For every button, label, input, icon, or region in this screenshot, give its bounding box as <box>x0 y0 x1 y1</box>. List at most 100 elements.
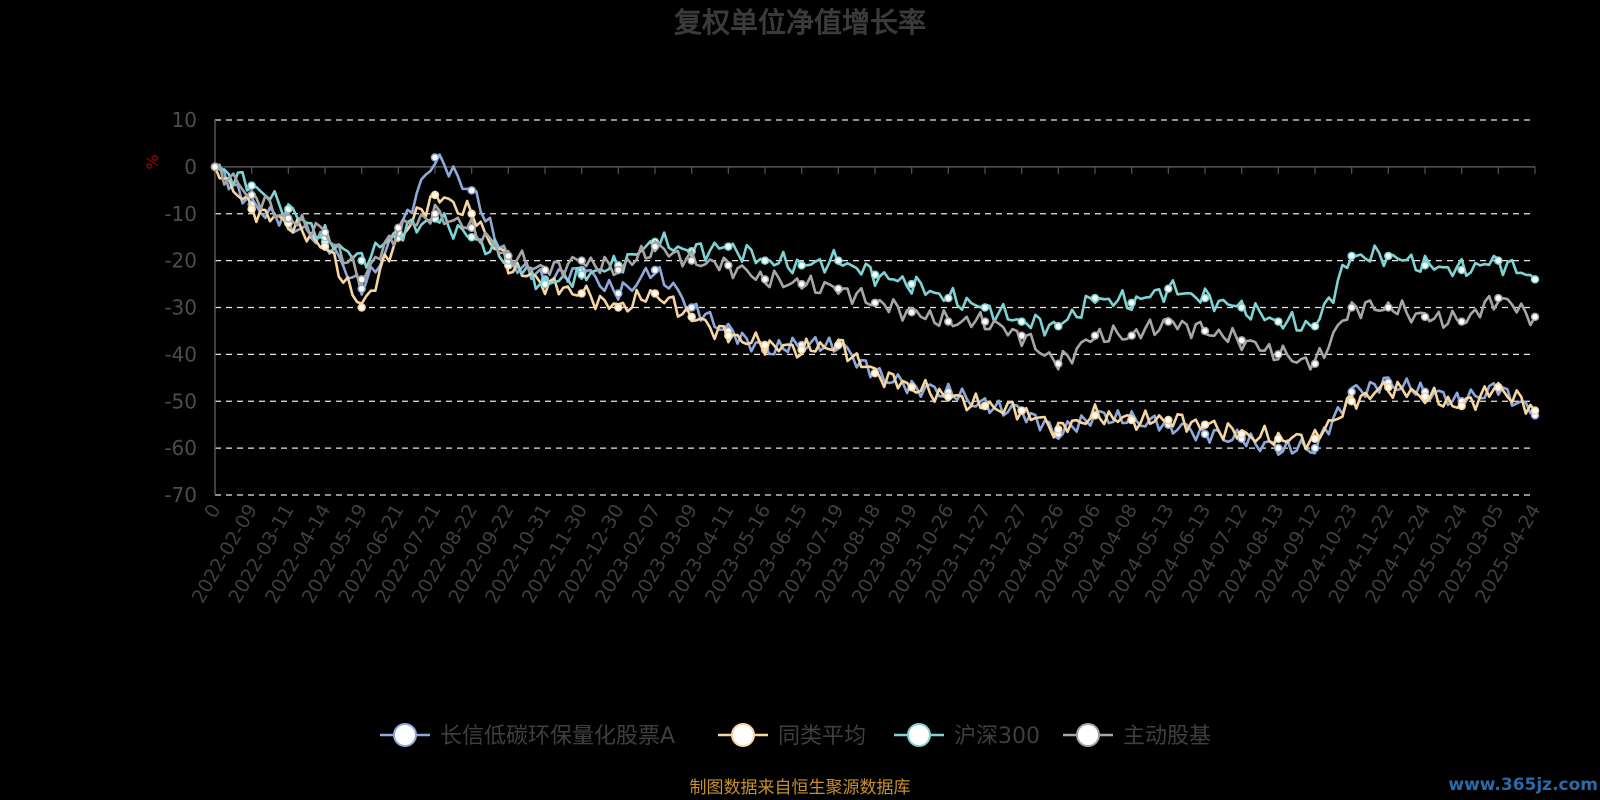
data-point <box>430 190 440 200</box>
data-point <box>1274 317 1283 326</box>
series-3 <box>210 162 1540 337</box>
data-point <box>650 289 660 298</box>
legend-label: 长信低碳环保量化股票A <box>440 724 675 749</box>
source-note: 制图数据来自恒生聚源数据库 <box>690 778 911 798</box>
x-tick-label: 0 <box>200 501 225 522</box>
data-point <box>944 392 953 401</box>
data-point <box>834 284 843 293</box>
y-tick-label: 10 <box>172 108 197 132</box>
data-point <box>1420 392 1430 401</box>
data-point <box>1164 284 1173 293</box>
series-line <box>214 163 1537 371</box>
data-point <box>1017 406 1026 415</box>
data-point <box>944 317 953 326</box>
data-point <box>247 181 256 190</box>
data-point <box>1530 406 1540 415</box>
data-point <box>357 284 366 293</box>
data-point <box>614 289 623 298</box>
data-point <box>1164 415 1173 425</box>
data-point <box>320 242 330 251</box>
legend-label: 主动股基 <box>1123 724 1211 749</box>
data-point <box>1457 265 1466 275</box>
data-point <box>1384 251 1393 261</box>
data-point <box>760 340 770 350</box>
data-point <box>724 242 733 251</box>
data-point <box>1237 303 1246 312</box>
data-point <box>650 242 660 251</box>
data-point <box>1017 331 1026 340</box>
y-tick-label: -10 <box>164 202 197 226</box>
chart-title: 复权单位净值增长率 <box>674 6 926 39</box>
data-point <box>1310 443 1320 453</box>
data-point <box>1310 322 1320 331</box>
data-point <box>1530 312 1540 322</box>
series-4 <box>210 162 1540 371</box>
data-point <box>724 261 733 270</box>
series-2 <box>210 162 1540 451</box>
data-point <box>1127 331 1136 340</box>
data-point <box>540 279 550 289</box>
data-point <box>944 293 953 303</box>
data-point <box>1274 350 1283 359</box>
data-point <box>650 265 660 275</box>
data-point <box>1347 303 1356 312</box>
data-point <box>1200 429 1210 439</box>
data-point <box>687 312 696 322</box>
data-point <box>907 382 916 392</box>
y-tick-label: -30 <box>164 296 197 320</box>
y-tick-label: 0 <box>184 155 197 179</box>
data-point <box>284 214 293 223</box>
data-point <box>1054 359 1063 368</box>
legend-marker <box>731 723 755 747</box>
legend[interactable]: 长信低碳环保量化股票A 同类平均 沪深300 主动股基 <box>380 723 1211 749</box>
data-point <box>247 190 256 200</box>
legend-item[interactable]: 沪深300 <box>894 723 1040 749</box>
data-point <box>357 256 366 265</box>
data-point <box>1274 443 1283 453</box>
data-point <box>394 223 403 233</box>
data-point <box>1164 317 1173 326</box>
legend-marker <box>1076 723 1100 747</box>
y-axis-unit: % <box>143 154 162 169</box>
data-point <box>1200 420 1210 429</box>
data-point <box>1494 256 1503 265</box>
data-point <box>760 256 770 265</box>
data-point <box>980 303 990 312</box>
data-point <box>1200 326 1210 336</box>
data-point <box>980 317 990 326</box>
data-point <box>1054 425 1063 434</box>
data-point <box>1347 397 1356 406</box>
data-point <box>1494 293 1503 303</box>
data-point <box>834 256 843 265</box>
data-point <box>907 279 916 289</box>
legend-item[interactable]: 同类平均 <box>718 723 866 749</box>
data-point <box>724 331 733 340</box>
data-point <box>577 289 586 298</box>
legend-label: 沪深300 <box>954 724 1040 749</box>
data-point <box>1090 411 1100 420</box>
data-point <box>834 340 843 350</box>
y-tick-label: -40 <box>164 342 197 366</box>
data-point <box>1274 434 1283 443</box>
legend-label: 同类平均 <box>778 724 866 749</box>
data-point <box>320 228 330 237</box>
data-point <box>980 401 990 411</box>
data-point <box>430 153 440 162</box>
data-point <box>614 303 623 312</box>
legend-item[interactable]: 长信低碳环保量化股票A <box>380 723 675 749</box>
data-point <box>577 270 586 279</box>
data-point <box>1090 293 1100 303</box>
data-point <box>430 209 440 218</box>
legend-marker <box>907 723 931 747</box>
data-point <box>247 204 256 214</box>
data-point <box>467 223 476 233</box>
axes: 100-10-20-30-40-50-60-7002022-02-092022-… <box>164 108 1545 607</box>
data-point <box>540 265 550 275</box>
data-point <box>357 303 366 312</box>
legend-item[interactable]: 主动股基 <box>1063 723 1211 749</box>
data-point <box>504 251 513 261</box>
data-point <box>1310 434 1320 443</box>
series-line <box>214 165 1536 337</box>
data-point <box>870 298 880 308</box>
